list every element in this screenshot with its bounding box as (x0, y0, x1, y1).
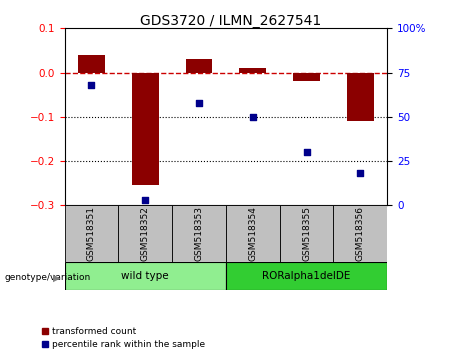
Bar (78, 55, 105, 73)
Bar (347, 73, 374, 121)
Text: RORalpha1delDE: RORalpha1delDE (262, 271, 351, 281)
Bar (185, 59, 213, 73)
Bar (172, 205, 226, 262)
Point (88, 82, 95, 88)
Point (249, 114, 256, 120)
Bar (226, 262, 387, 290)
Bar (226, 205, 280, 262)
Bar (118, 205, 172, 262)
Text: GSM518354: GSM518354 (248, 206, 257, 261)
Bar (293, 73, 320, 81)
Text: GSM518353: GSM518353 (195, 206, 203, 261)
Legend: transformed count, percentile rank within the sample: transformed count, percentile rank withi… (41, 327, 205, 349)
Point (142, 197, 149, 203)
Bar (239, 68, 266, 73)
Text: GSM518355: GSM518355 (302, 206, 311, 261)
Bar (65, 205, 118, 262)
Point (357, 171, 364, 176)
Text: GSM518351: GSM518351 (87, 206, 96, 261)
Bar (333, 205, 387, 262)
Text: GSM518356: GSM518356 (356, 206, 365, 261)
Text: GDS3720 / ILMN_2627541: GDS3720 / ILMN_2627541 (140, 14, 321, 28)
Text: wild type: wild type (121, 271, 169, 281)
Text: GSM518352: GSM518352 (141, 206, 150, 261)
Text: ▶: ▶ (53, 273, 60, 283)
Point (195, 100, 203, 105)
Point (303, 149, 310, 155)
Text: genotype/variation: genotype/variation (5, 273, 91, 282)
Bar (132, 73, 159, 185)
Bar (65, 262, 226, 290)
Bar (280, 205, 333, 262)
